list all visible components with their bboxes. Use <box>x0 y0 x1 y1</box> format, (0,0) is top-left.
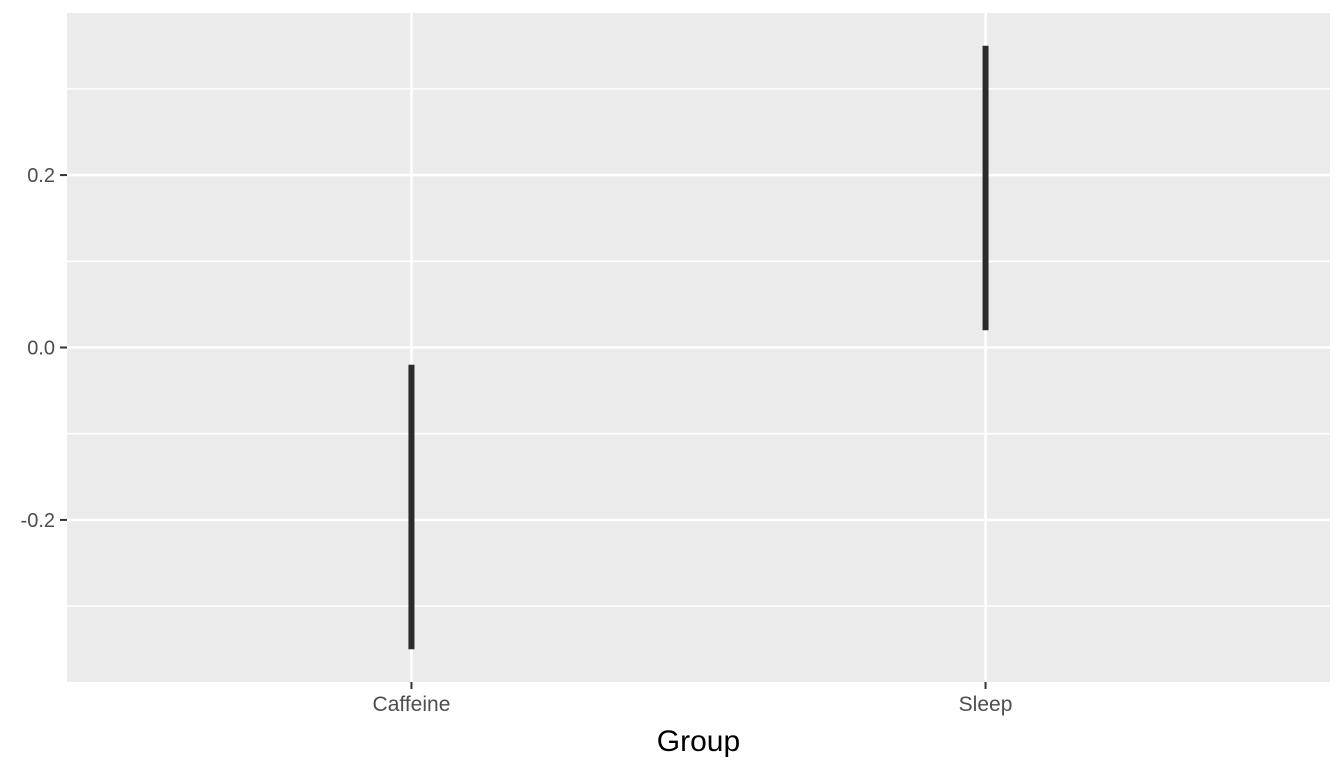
x-axis-tick-label: Caffeine <box>373 693 451 716</box>
y-axis-tick-label: 0.0 <box>27 338 55 360</box>
y-axis-tick-label: 0.2 <box>27 165 55 187</box>
x-axis-title: Group <box>657 725 740 758</box>
y-axis-tick-label: -0.2 <box>21 510 55 532</box>
x-axis-tick-label: Sleep <box>959 693 1013 716</box>
